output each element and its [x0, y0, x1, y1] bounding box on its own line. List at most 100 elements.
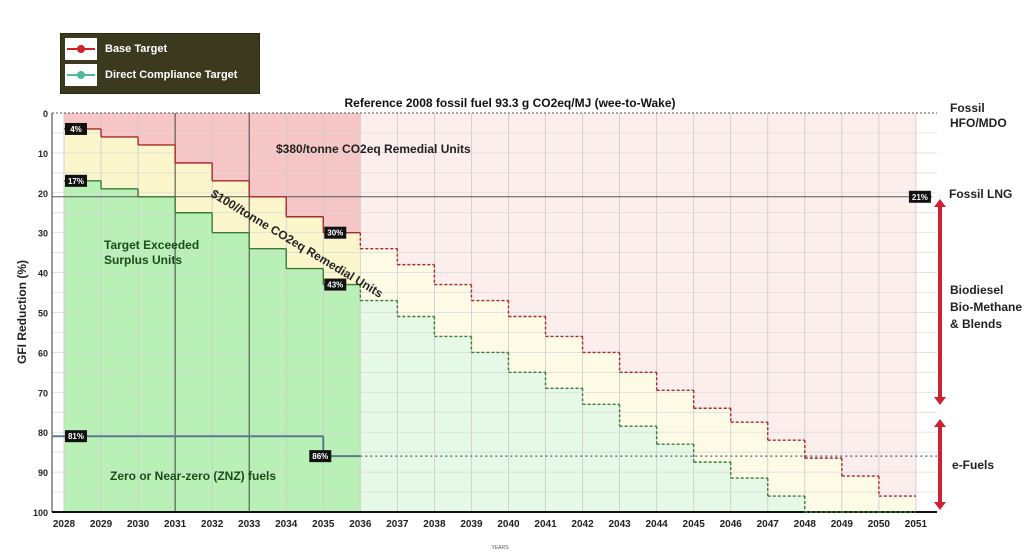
green-zone-2035	[323, 284, 361, 512]
efuel-range-arrow-head-up-icon	[934, 419, 946, 427]
x-tick-label: 2037	[386, 519, 409, 530]
right-label-bio-3: & Blends	[950, 317, 1002, 331]
right-label-bio-2: Bio-Methane	[950, 300, 1022, 314]
green-zone-2038	[434, 336, 472, 512]
y-tick-label: 90	[38, 468, 48, 478]
data-label-box	[65, 174, 87, 187]
y-tick-label: 10	[38, 149, 48, 159]
right-label-fossil-2: HFO/MDO	[950, 116, 1007, 130]
x-tick-label: 2032	[201, 519, 224, 530]
yellow-zone-2050	[878, 496, 917, 512]
green-zone-2040	[508, 372, 547, 512]
green-zone-2030	[138, 196, 176, 513]
x-tick-label: 2033	[238, 519, 261, 530]
zones	[64, 113, 917, 513]
y-tick-label: 20	[38, 189, 48, 199]
data-label: 21%	[912, 193, 928, 202]
x-tick-label: 2038	[423, 519, 446, 530]
data-label: 86%	[312, 452, 328, 461]
x-axis-label: YEARS	[492, 545, 510, 551]
green-zone-2044	[656, 444, 695, 512]
biofuel-range-arrow-head-up-icon	[934, 199, 946, 207]
data-label-box	[65, 430, 87, 443]
x-tick-label: 2050	[868, 519, 891, 530]
y-tick-label: 30	[38, 229, 48, 239]
green-zone-2037	[397, 316, 435, 512]
green-zone-2036	[360, 300, 398, 512]
green-zone-2046	[730, 478, 769, 512]
green-zone-2028	[64, 180, 102, 512]
efuel-range-arrow-head-down-icon	[934, 502, 946, 510]
x-tick-label: 2035	[312, 519, 335, 530]
x-tick-label: 2045	[683, 519, 706, 530]
data-label-box	[65, 122, 87, 135]
green-zone-2043	[619, 426, 658, 512]
legend-label-base: Base Target	[105, 43, 168, 55]
legend: Base Target Direct Compliance Target	[60, 33, 260, 94]
x-tick-label: 2029	[90, 519, 113, 530]
data-label-box	[908, 190, 931, 203]
y-tick-label: 70	[38, 388, 48, 398]
data-label: 81%	[68, 432, 84, 441]
x-tick-label: 2047	[757, 519, 780, 530]
green-zone-2041	[545, 388, 584, 512]
yellow-zone-2048	[804, 458, 843, 512]
annotation-znz: Zero or Near-zero (ZNZ) fuels	[110, 469, 276, 483]
green-zone-2047	[767, 496, 806, 512]
range-arrows	[934, 199, 946, 510]
x-tick-label: 2030	[127, 519, 150, 530]
x-tick-label: 2049	[831, 519, 854, 530]
y-tick-label: 40	[38, 269, 48, 279]
annotation-surplus-2: Surplus Units	[104, 253, 182, 267]
series-lines	[52, 112, 937, 513]
x-tick-label: 2051	[905, 519, 928, 530]
x-tick-label: 2036	[349, 519, 372, 530]
y-tick-label: 100	[33, 508, 48, 518]
legend-label-compliance: Direct Compliance Target	[105, 69, 238, 81]
data-label: 4%	[70, 125, 82, 134]
green-zone-2042	[582, 404, 621, 512]
x-tick-label: 2031	[164, 519, 187, 530]
x-tick-label: 2044	[646, 519, 669, 530]
x-tick-label: 2043	[608, 519, 631, 530]
data-label: 30%	[327, 229, 343, 238]
data-label-box	[309, 450, 332, 463]
legend-swatch-compliance	[65, 64, 97, 86]
legend-item-compliance: Direct Compliance Target	[65, 64, 237, 86]
gridlines	[51, 113, 937, 513]
data-label-box	[324, 226, 347, 239]
y-axis-label: GFI Reduction (%)	[15, 260, 29, 364]
legend-swatch-base	[65, 38, 97, 60]
green-zone-2031	[175, 212, 213, 512]
green-zone-2034	[286, 268, 324, 512]
data-label: 43%	[327, 281, 343, 290]
x-tick-label: 2034	[275, 519, 298, 530]
annotation-380: $380/tonne CO2eq Remedial Units	[276, 142, 471, 156]
x-tick-label: 2048	[794, 519, 817, 530]
yellow-zone-2049	[841, 476, 880, 512]
right-label-lng: Fossil LNG	[949, 187, 1012, 201]
right-label-bio-1: Biodiesel	[950, 283, 1003, 297]
annotation-surplus-1: Target Exceeded	[104, 238, 199, 252]
legend-item-base: Base Target	[65, 38, 167, 60]
right-label-fossil-1: Fossil	[950, 101, 985, 115]
green-zone-2045	[693, 462, 732, 512]
data-label-box	[324, 278, 347, 291]
green-zone-2029	[101, 188, 139, 512]
y-tick-label: 80	[38, 428, 48, 438]
y-tick-label: 50	[38, 309, 48, 319]
x-tick-label: 2041	[534, 519, 557, 530]
x-tick-label: 2040	[497, 519, 520, 530]
x-tick-label: 2028	[53, 519, 76, 530]
data-label: 17%	[68, 177, 84, 186]
y-tick-label: 0	[43, 109, 48, 119]
x-tick-label: 2042	[571, 519, 594, 530]
right-label-efuels: e-Fuels	[952, 458, 994, 472]
chart-title: Reference 2008 fossil fuel 93.3 g CO2eq/…	[344, 96, 675, 110]
x-tick-label: 2046	[720, 519, 743, 530]
labels: 2028 2029 2030 2031 2032 2033 2034 2035 2036 2037…	[33, 109, 931, 530]
y-tick-label: 60	[38, 348, 48, 358]
x-tick-label: 2039	[460, 519, 483, 530]
biofuel-range-arrow-head-down-icon	[934, 397, 946, 405]
